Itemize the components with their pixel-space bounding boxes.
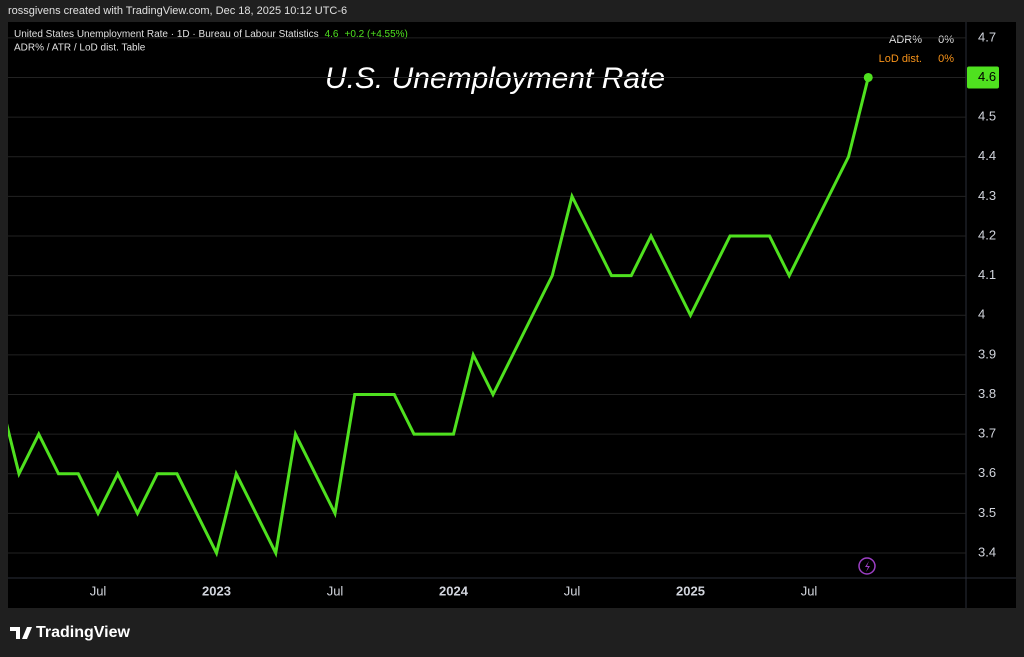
last-value-box [967, 66, 999, 89]
y-tick-label: 3.5 [978, 505, 996, 520]
icon[interactable] [858, 557, 876, 575]
header: rossgivens created with TradingView.com,… [8, 5, 347, 17]
y-tick-label: 4.2 [978, 227, 996, 242]
x-tick-label: Jul [801, 583, 818, 598]
x-tick-label: Jul [564, 583, 581, 598]
x-tick-label: Jul [327, 583, 344, 598]
x-tick-label: 2025 [676, 583, 705, 598]
x-tick-label: 2024 [439, 583, 469, 598]
chart-title: U.S. Unemployment Rate [325, 62, 665, 95]
icon [865, 561, 870, 572]
logo-text: TradingView [36, 624, 131, 641]
table-cell: 0% [938, 34, 954, 46]
y-tick-label: 4 [978, 307, 985, 322]
last-value-label: 4.6 [978, 69, 996, 84]
legend-value: 4.6 [325, 29, 339, 40]
last-point [863, 72, 873, 82]
y-tick-label: 4.4 [978, 148, 996, 163]
y-tick-label: 3.8 [978, 386, 996, 401]
legend: United States Unemployment Rate · 1D · B… [14, 29, 408, 40]
logo: TradingView [10, 624, 131, 641]
y-tick-label: 3.9 [978, 346, 996, 361]
logo-mark [10, 627, 32, 639]
plot [8, 72, 873, 558]
y-tick-label: 3.4 [978, 544, 996, 559]
legend-name: United States Unemployment Rate · 1D · B… [14, 29, 319, 40]
legend-change: +0.2 (+4.55%) [345, 29, 408, 40]
line [8, 77, 870, 558]
y-tick-label: 4.3 [978, 188, 996, 203]
x-tick-label: 2023 [202, 583, 231, 598]
y-tick-label: 4.7 [978, 29, 996, 44]
table-cell: ADR% [889, 34, 922, 46]
y-tick-label: 3.7 [978, 426, 996, 441]
x-tick-label: Jul [90, 583, 107, 598]
table-cell: 0% [938, 53, 954, 65]
y-tick-label: 3.6 [978, 465, 996, 480]
table-cell: LoD dist. [879, 53, 922, 65]
y-tick-label: 4.5 [978, 109, 996, 124]
indicator: ADR% / ATR / LoD dist. Table [14, 43, 146, 54]
y-tick-label: 4.1 [978, 267, 996, 282]
